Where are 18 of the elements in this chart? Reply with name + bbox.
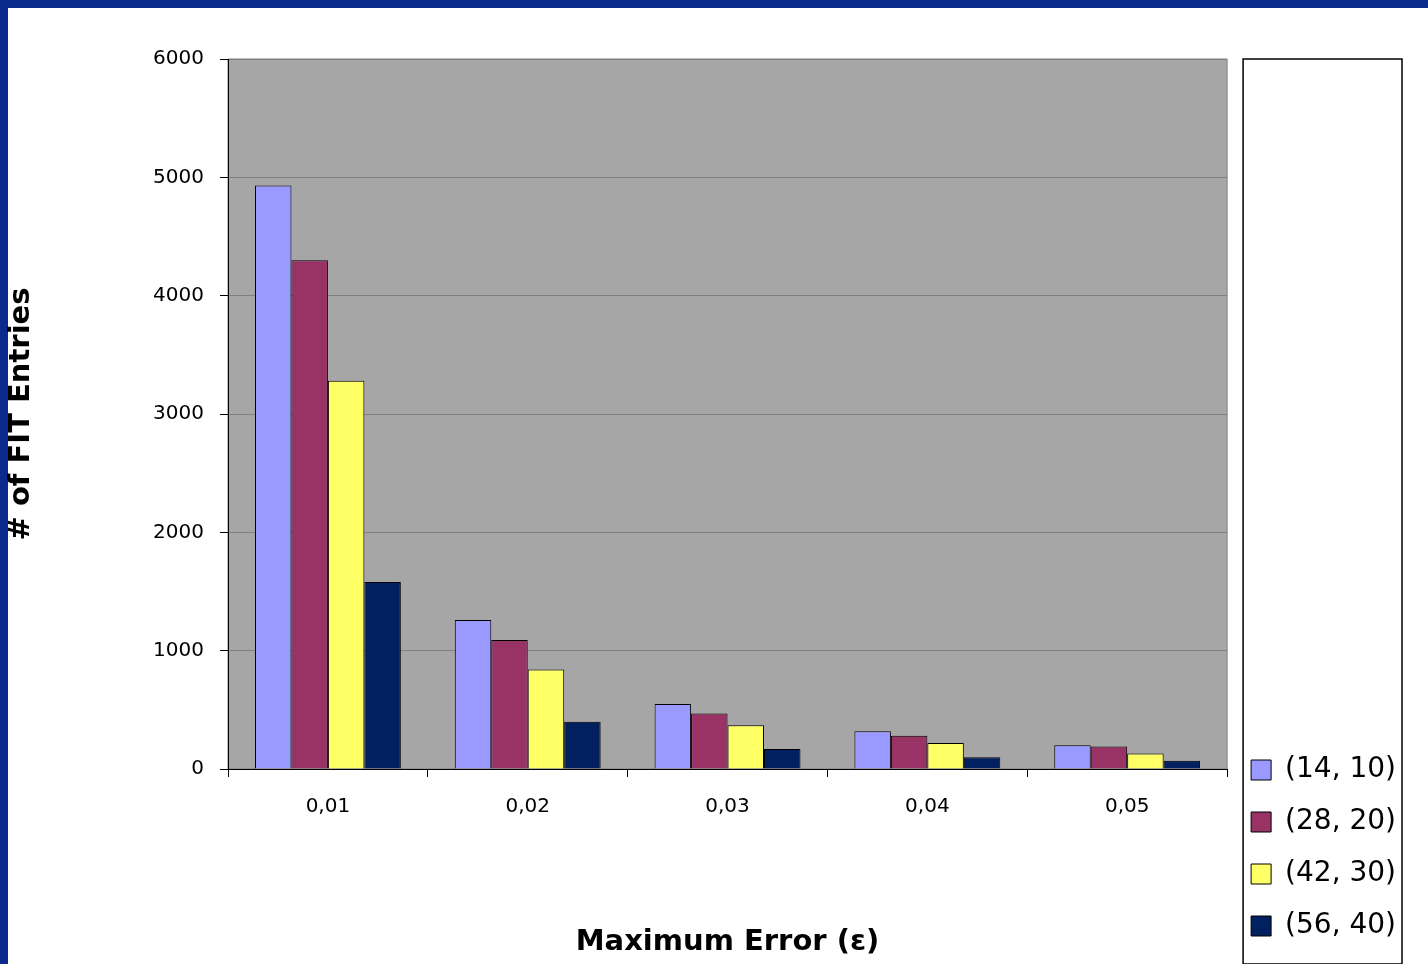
y-tick-label: 2000	[153, 518, 204, 543]
y-tick-label: 1000	[153, 636, 204, 661]
y-tick-label: 5000	[153, 163, 204, 188]
x-tick-label: 0,02	[505, 793, 550, 818]
y-tick-label: 3000	[153, 400, 204, 425]
y-axis-title: # of FIT Entries	[1, 287, 36, 541]
legend-label: (56, 40)	[1285, 907, 1396, 941]
x-tick-label: 0,03	[705, 793, 750, 818]
x-tick-label: 0,05	[1104, 793, 1150, 818]
y-tick-label: 6000	[153, 45, 204, 70]
legend-label: (14, 10)	[1285, 751, 1396, 785]
y-tick-label: 0	[191, 755, 204, 780]
x-tick-label: 0,01	[305, 793, 351, 818]
x-axis-title: Maximum Error (ε)	[575, 923, 880, 958]
x-tick-label: 0,04	[905, 793, 950, 818]
y-tick-label: 4000	[153, 281, 204, 306]
legend-label: (42, 30)	[1285, 855, 1396, 889]
legend-label: (28, 20)	[1285, 803, 1396, 837]
